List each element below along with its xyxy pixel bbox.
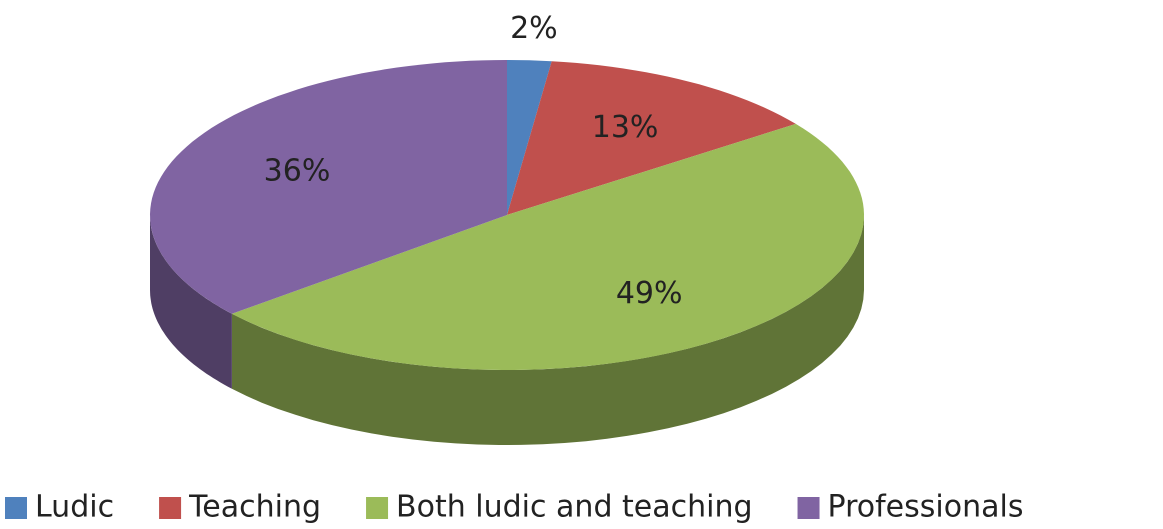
value-labels: 2% 13% 49% 36%	[264, 11, 683, 311]
legend-label: Both ludic and teaching	[396, 490, 752, 525]
slice-side	[231, 215, 864, 445]
slice	[231, 123, 864, 371]
value-label: 13%	[592, 110, 659, 145]
legend-swatch	[5, 497, 27, 519]
legend-swatch	[159, 497, 182, 519]
slice-tops	[150, 60, 864, 371]
legend: Ludic Teaching Both ludic and teaching Prof…	[5, 490, 1023, 525]
value-label: 36%	[264, 154, 331, 189]
legend-label: Ludic	[35, 490, 114, 525]
legend-label: Professionals	[828, 490, 1024, 525]
legend-label: Teaching	[188, 490, 321, 525]
legend-swatch	[797, 497, 820, 519]
slice	[507, 60, 552, 215]
slice	[150, 60, 507, 314]
value-label: 49%	[616, 276, 683, 311]
value-label: 2%	[510, 11, 558, 46]
slice-sides	[150, 215, 864, 445]
slice-side	[150, 215, 232, 389]
legend-swatch	[366, 497, 389, 519]
slice	[507, 61, 796, 216]
